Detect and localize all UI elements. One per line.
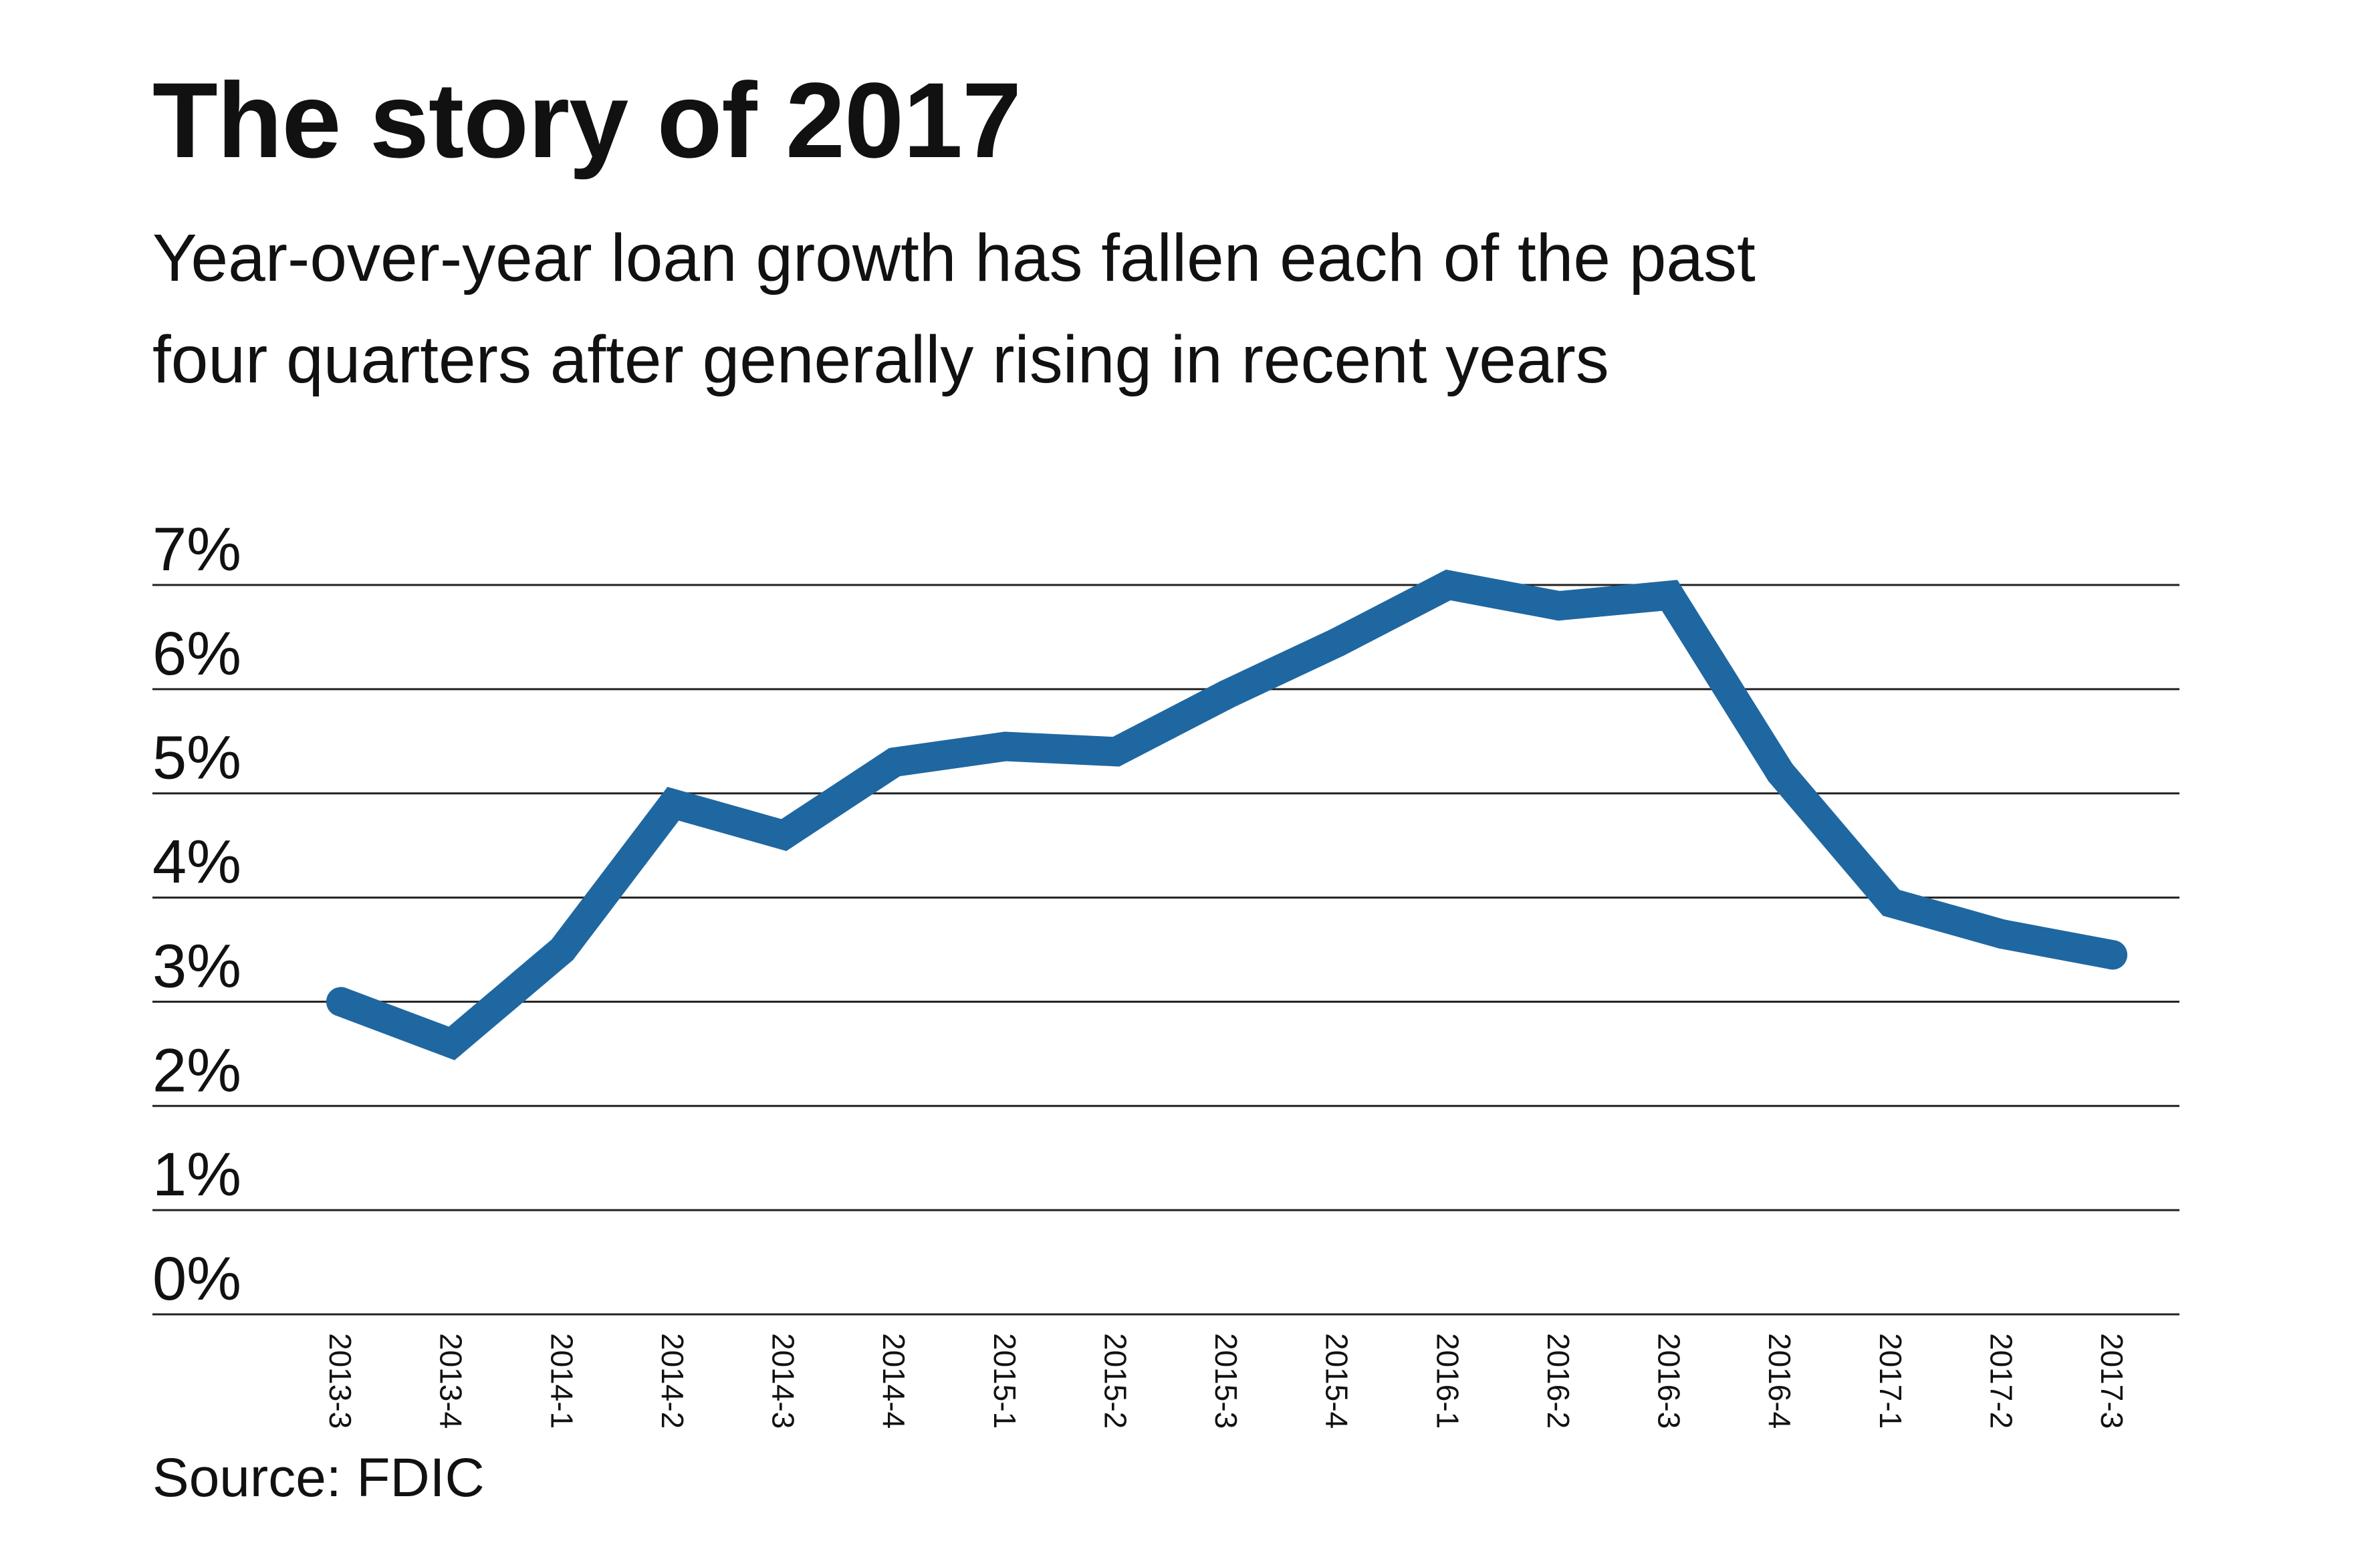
x-axis-tick-labels: 2013-3 2013-4 2014-1 2014-2 2014-3 2014-4 2015…: [323, 1333, 2129, 1429]
data-point-2013-3: [326, 987, 356, 1017]
x-tick-label: 2014-4: [876, 1333, 911, 1429]
chart-subtitle: Year-over-year loan growth has fallen ea…: [152, 207, 2225, 410]
x-tick-label: 2015-3: [1209, 1333, 1243, 1429]
y-tick-label: 0%: [152, 1245, 241, 1313]
data-point-2013-4: [437, 1028, 467, 1058]
gridlines: [152, 584, 2179, 1316]
x-tick-label: 2014-2: [655, 1333, 690, 1429]
x-tick-label: 2015-1: [987, 1333, 1022, 1429]
x-tick-label: 2016-3: [1652, 1333, 1687, 1429]
chart-title: The story of 2017: [152, 60, 1022, 180]
data-point-2014-3: [769, 820, 799, 850]
data-point-2015-2: [1101, 737, 1131, 767]
x-tick-label: 2013-4: [434, 1333, 469, 1429]
series-line-loan-growth: [326, 569, 2127, 1060]
y-tick-label: 5%: [152, 724, 241, 792]
chart-subtitle-line-1: Year-over-year loan growth has fallen ea…: [152, 221, 1756, 295]
data-point-2016-4: [1766, 757, 1796, 788]
y-tick-label: 6%: [152, 620, 241, 688]
y-tick-label: 3%: [152, 932, 241, 1000]
data-point-2015-3: [1212, 679, 1241, 709]
chart-subtitle-line-2: four quarters after generally rising in …: [152, 322, 1609, 397]
x-tick-label: 2015-4: [1320, 1333, 1354, 1429]
x-tick-label: 2016-2: [1541, 1333, 1576, 1429]
data-point-2014-1: [548, 935, 578, 965]
x-tick-label: 2016-1: [1430, 1333, 1465, 1429]
series-layer: [326, 569, 2127, 1060]
data-point-2015-1: [990, 731, 1020, 761]
data-point-2017-2: [1987, 919, 2017, 949]
data-point-2015-4: [1322, 627, 1352, 657]
y-tick-label: 4%: [152, 828, 241, 897]
data-point-2014-4: [880, 747, 910, 777]
x-tick-label: 2017-3: [2095, 1333, 2129, 1429]
data-point-2017-3: [2098, 940, 2127, 970]
data-point-2016-3: [1655, 580, 1685, 610]
y-tick-label: 1%: [152, 1141, 241, 1209]
source-note: Source: FDIC: [152, 1447, 485, 1508]
x-tick-label: 2015-2: [1098, 1333, 1133, 1429]
data-point-2016-1: [1433, 570, 1463, 600]
x-tick-label: 2014-3: [766, 1333, 801, 1429]
x-tick-label: 2016-4: [1762, 1333, 1797, 1429]
x-tick-label: 2014-1: [544, 1333, 579, 1429]
x-tick-label: 2017-1: [1873, 1333, 1908, 1429]
y-axis-tick-labels: 0% 1% 2% 3% 4% 5% 6% 7%: [152, 515, 241, 1313]
data-point-2017-1: [1876, 888, 1906, 918]
data-point-2014-2: [658, 789, 688, 819]
y-tick-label: 7%: [152, 515, 241, 584]
x-tick-label: 2013-3: [323, 1333, 358, 1429]
x-tick-label: 2017-2: [1984, 1333, 2018, 1429]
data-point-2016-2: [1544, 591, 1574, 621]
y-tick-label: 2%: [152, 1036, 241, 1104]
